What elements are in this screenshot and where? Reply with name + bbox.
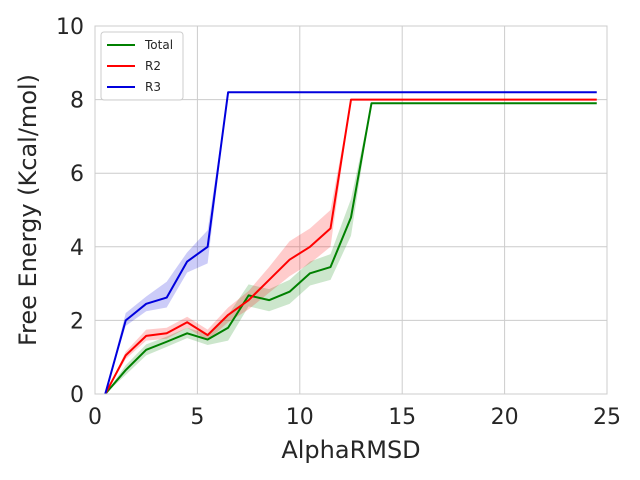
x-tick-label: 10 xyxy=(286,405,314,430)
band-total xyxy=(105,103,597,394)
plot-area-frame xyxy=(94,25,608,395)
y-axis-label: Free Energy (Kcal/mol) xyxy=(14,74,42,346)
legend-label-r3: R3 xyxy=(145,80,161,94)
band-r3 xyxy=(105,92,597,395)
band-r2 xyxy=(105,99,597,394)
legend-label-r2: R2 xyxy=(145,59,161,73)
y-tick-labels: 0 2 4 6 8 10 xyxy=(56,15,84,408)
x-tick-label: 25 xyxy=(593,405,621,430)
y-tick-label: 4 xyxy=(70,236,84,261)
line-total xyxy=(104,102,597,395)
legend: Total R2 R3 xyxy=(100,31,184,101)
x-tick-label: 5 xyxy=(190,405,204,430)
y-tick-label: 8 xyxy=(70,89,84,114)
legend-label-total: Total xyxy=(144,38,173,52)
x-tick-label: 15 xyxy=(388,405,416,430)
y-tick-label: 0 xyxy=(70,383,84,408)
x-tick-label: 20 xyxy=(491,405,519,430)
line-r3 xyxy=(104,91,597,395)
confidence-bands xyxy=(105,92,597,395)
x-axis-label: AlphaRMSD xyxy=(281,436,420,464)
y-tick-label: 2 xyxy=(70,309,84,334)
y-tick-label: 10 xyxy=(56,15,84,40)
x-tick-label: 0 xyxy=(88,405,102,430)
y-tick-label: 6 xyxy=(70,162,84,187)
series-lines xyxy=(104,91,597,395)
x-tick-labels: 0 5 10 15 20 25 xyxy=(88,405,621,430)
line-r2 xyxy=(104,98,597,395)
legend-box xyxy=(100,31,184,101)
